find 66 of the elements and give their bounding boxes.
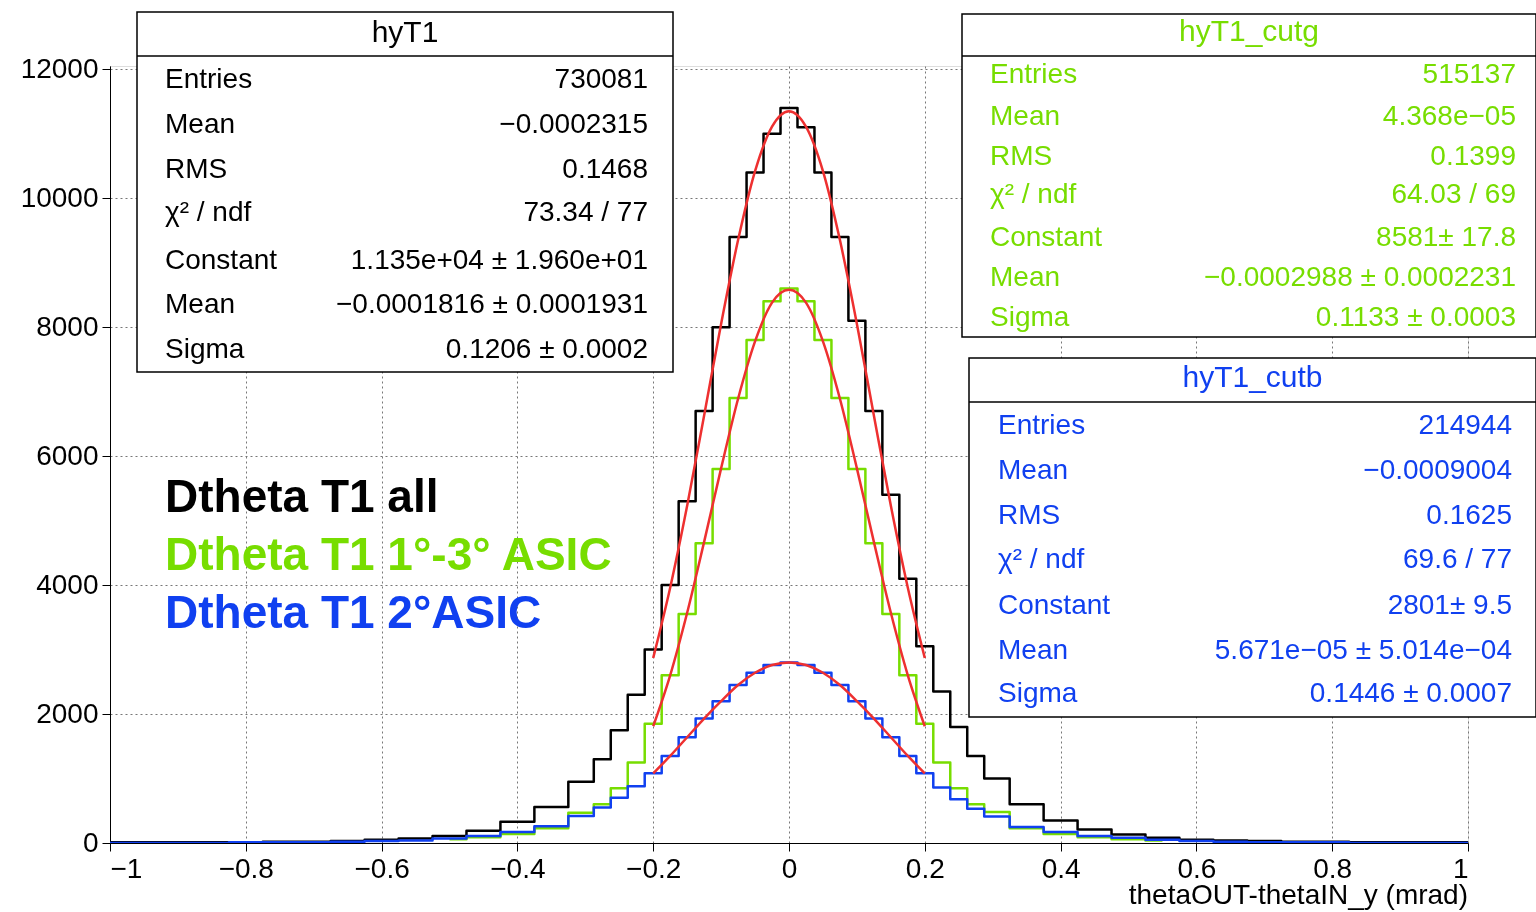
annotation: Mean [165, 288, 236, 319]
annotation: RMS [990, 140, 1053, 171]
x-tick-label: 0.4 [1041, 852, 1081, 884]
y-tick-label: 6000 [36, 439, 99, 471]
x-tick-label: −0.4 [490, 852, 546, 884]
annotation: 0.1625 [1426, 499, 1512, 530]
annotation: 0.1133 ± 0.0003 [1315, 301, 1516, 332]
line-series [651, 661, 927, 775]
annotation: RMS [165, 153, 228, 184]
annotation: 0.1399 [1430, 140, 1516, 171]
text: hyT1 [371, 15, 439, 48]
annotation: 69.6 / 77 [1403, 543, 1512, 574]
x-tick-label: −0.8 [218, 852, 274, 884]
annotation: χ² / ndf [998, 543, 1085, 574]
y-tick-label: 10000 [20, 181, 99, 213]
annotation: 2801± 9.5 [1387, 589, 1512, 620]
annotation: Constant [990, 221, 1103, 252]
line-series [651, 288, 927, 728]
text: hyT1_cutg [1178, 14, 1320, 47]
x-tick-label: −1 [110, 852, 143, 884]
annotation: −0.0001816 ± 0.0001931 [336, 288, 648, 319]
annotation: 0.1446 ± 0.0007 [1309, 677, 1512, 708]
annotation: Constant [998, 589, 1111, 620]
annotation: 64.03 / 69 [1391, 178, 1516, 209]
annotation: Entries [165, 63, 253, 94]
annotation: χ² / ndf [165, 196, 252, 227]
annotation: −0.0009004 [1363, 454, 1512, 485]
annotation: 0.1206 ± 0.0002 [445, 333, 648, 364]
annotation: −0.0002988 ± 0.0002231 [1204, 261, 1516, 292]
line-series [651, 109, 927, 660]
annotation: 1.135e+04 ± 1.960e+01 [350, 244, 648, 275]
annotation: 730081 [554, 63, 648, 94]
y-tick-label: 12000 [20, 52, 99, 84]
x-tick-label: 0.2 [905, 852, 945, 884]
y-tick-label: 0 [82, 826, 99, 858]
x-tick-label: −0.6 [354, 852, 410, 884]
annotation: Entries [990, 58, 1078, 89]
annotation: Constant [165, 244, 278, 275]
annotation: −0.0002315 [499, 108, 648, 139]
annotation: 73.34 / 77 [523, 196, 648, 227]
series-label: Dtheta T1 1°-3° ASIC [165, 528, 612, 580]
annotation: 8581± 17.8 [1376, 221, 1516, 252]
annotation: Entries [998, 409, 1086, 440]
annotation: 5.671e−05 ± 5.014e−04 [1214, 634, 1512, 665]
annotation: 0.1468 [562, 153, 648, 184]
annotation: RMS [998, 499, 1061, 530]
y-tick-label: 4000 [36, 568, 99, 600]
annotation: Sigma [165, 333, 245, 364]
y-tick-label: 2000 [36, 697, 99, 729]
annotation: Mean [990, 100, 1061, 131]
annotation: Mean [998, 634, 1069, 665]
annotation: 515137 [1422, 58, 1516, 89]
x-tick-label: 0 [781, 852, 798, 884]
text: Dtheta T1 2°ASIC [165, 586, 542, 638]
annotation: χ² / ndf [990, 178, 1077, 209]
annotation: Sigma [998, 677, 1078, 708]
x-tick-label: −0.2 [626, 852, 682, 884]
annotation: Sigma [990, 301, 1070, 332]
annotation: Mean [165, 108, 236, 139]
annotation: 214944 [1418, 409, 1512, 440]
annotation: Mean [998, 454, 1069, 485]
annotation: hyT1_cutb [1182, 360, 1323, 393]
annotation: Mean [990, 261, 1061, 292]
text: Dtheta T1 all [165, 470, 439, 522]
y-tick-label: 8000 [36, 310, 99, 342]
annotation: 4.368e−05 [1382, 100, 1516, 131]
